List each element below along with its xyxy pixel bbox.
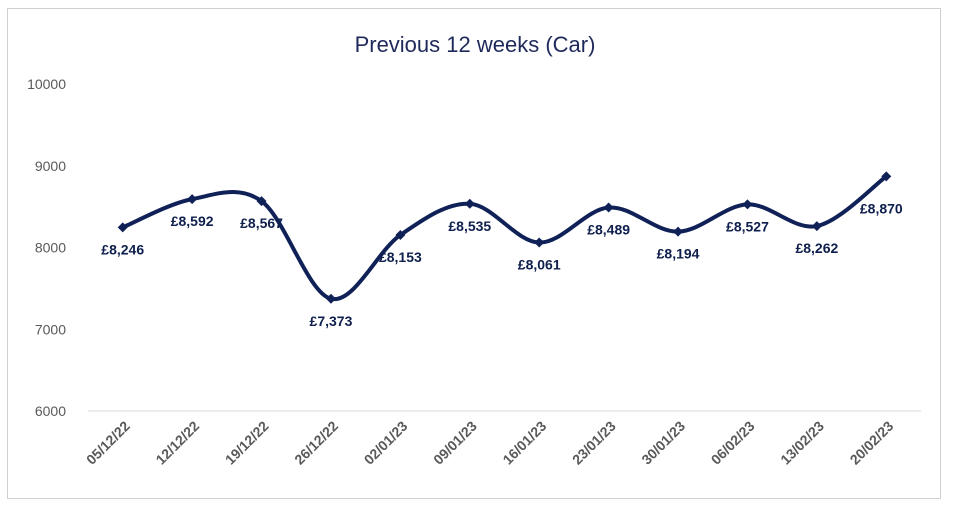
y-tick-label: 8000	[35, 240, 66, 256]
x-tick-label: 13/02/23	[777, 418, 827, 468]
y-axis: 6000 7000 8000 9000 10000	[27, 76, 66, 419]
data-point-marker	[603, 202, 614, 213]
data-point-marker	[117, 222, 128, 233]
data-label: £8,246	[101, 241, 144, 257]
data-label: £8,194	[657, 246, 700, 262]
data-point-marker	[256, 196, 267, 207]
data-label: £8,535	[448, 218, 491, 234]
data-label: £8,061	[518, 257, 561, 273]
data-point-marker	[464, 198, 475, 209]
chart-title: Previous 12 weeks (Car)	[355, 32, 596, 57]
chart-frame: Previous 12 weeks (Car) 6000 7000 8000 9000…	[7, 8, 941, 499]
y-tick-label: 9000	[35, 158, 66, 174]
data-labels: £8,246 £8,592 £8,567 £7,373 £8,153 £8,535 £8,0…	[101, 200, 903, 328]
series-car	[117, 171, 892, 304]
y-tick-label: 10000	[27, 76, 66, 92]
x-tick-label: 23/01/23	[569, 418, 619, 468]
x-axis: 05/12/22 12/12/22 19/12/22 26/12/22 02/01/23…	[83, 410, 921, 468]
line-chart: Previous 12 weeks (Car) 6000 7000 8000 9000…	[27, 32, 921, 468]
data-point-marker	[325, 293, 336, 304]
x-tick-label: 09/01/23	[430, 418, 480, 468]
data-label: £7,373	[310, 313, 353, 329]
data-point-marker	[534, 237, 545, 248]
data-point-marker	[881, 171, 892, 182]
x-tick-label: 12/12/22	[152, 418, 202, 468]
x-tick-label: 05/12/22	[83, 418, 133, 468]
y-tick-label: 7000	[35, 321, 66, 337]
data-label: £8,489	[587, 222, 630, 238]
x-tick-label: 02/01/23	[361, 418, 411, 468]
data-label: £8,870	[860, 200, 903, 216]
data-label: £8,567	[240, 215, 283, 231]
x-tick-label: 30/01/23	[638, 418, 688, 468]
data-point-marker	[187, 194, 198, 205]
data-point-marker	[742, 199, 753, 210]
x-tick-label: 20/02/23	[847, 418, 897, 468]
x-tick-label: 06/02/23	[708, 418, 758, 468]
x-tick-label: 26/12/22	[291, 418, 341, 468]
data-point-marker	[811, 221, 822, 232]
data-label: £8,153	[379, 249, 422, 265]
data-label: £8,592	[171, 213, 214, 229]
x-tick-label: 19/12/22	[222, 418, 272, 468]
x-tick-label: 16/01/23	[499, 418, 549, 468]
y-tick-label: 6000	[35, 403, 66, 419]
data-label: £8,262	[795, 240, 838, 256]
series-line	[121, 174, 888, 301]
data-label: £8,527	[726, 218, 769, 234]
data-point-marker	[673, 226, 684, 237]
data-point-marker	[395, 229, 406, 240]
